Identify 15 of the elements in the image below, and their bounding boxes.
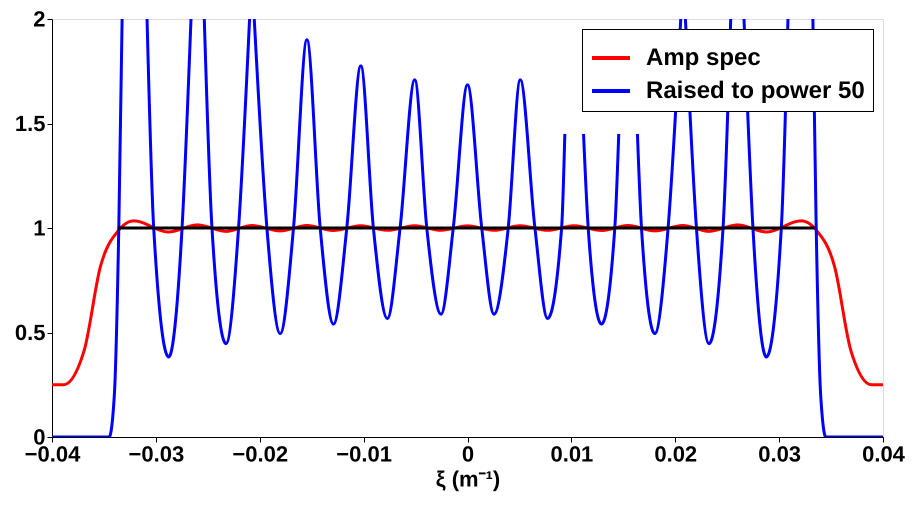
y-tick-label: 0.5 bbox=[14, 320, 46, 345]
x-tick-label: −0.03 bbox=[128, 442, 184, 466]
y-tick-label: 1.5 bbox=[14, 111, 46, 136]
x-tick-label: 0 bbox=[462, 442, 474, 466]
x-tick-label: −0.01 bbox=[336, 442, 392, 466]
y-tick-label: 2 bbox=[33, 6, 46, 32]
y-tick-label: 1 bbox=[33, 216, 46, 240]
x-tick-label: 0.03 bbox=[758, 442, 802, 466]
x-tick-label: 0.01 bbox=[550, 442, 594, 466]
x-tick-label: −0.02 bbox=[232, 442, 288, 466]
legend-label: Raised to power 50 bbox=[646, 77, 865, 104]
x-tick-label: 0.02 bbox=[654, 442, 698, 466]
x-tick-label: 0.04 bbox=[862, 442, 906, 466]
x-axis-title: ξ (m⁻¹) bbox=[436, 466, 500, 492]
legend-label: Amp spec bbox=[646, 44, 761, 71]
